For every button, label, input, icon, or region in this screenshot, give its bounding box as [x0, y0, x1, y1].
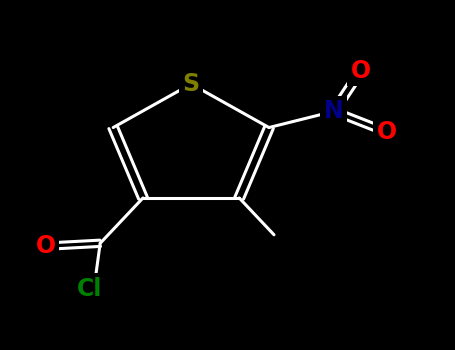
Text: N: N — [324, 99, 344, 123]
Text: Cl: Cl — [77, 276, 102, 301]
Text: O: O — [377, 120, 397, 144]
Text: O: O — [35, 234, 56, 258]
Text: S: S — [182, 72, 200, 96]
Text: O: O — [351, 59, 371, 83]
